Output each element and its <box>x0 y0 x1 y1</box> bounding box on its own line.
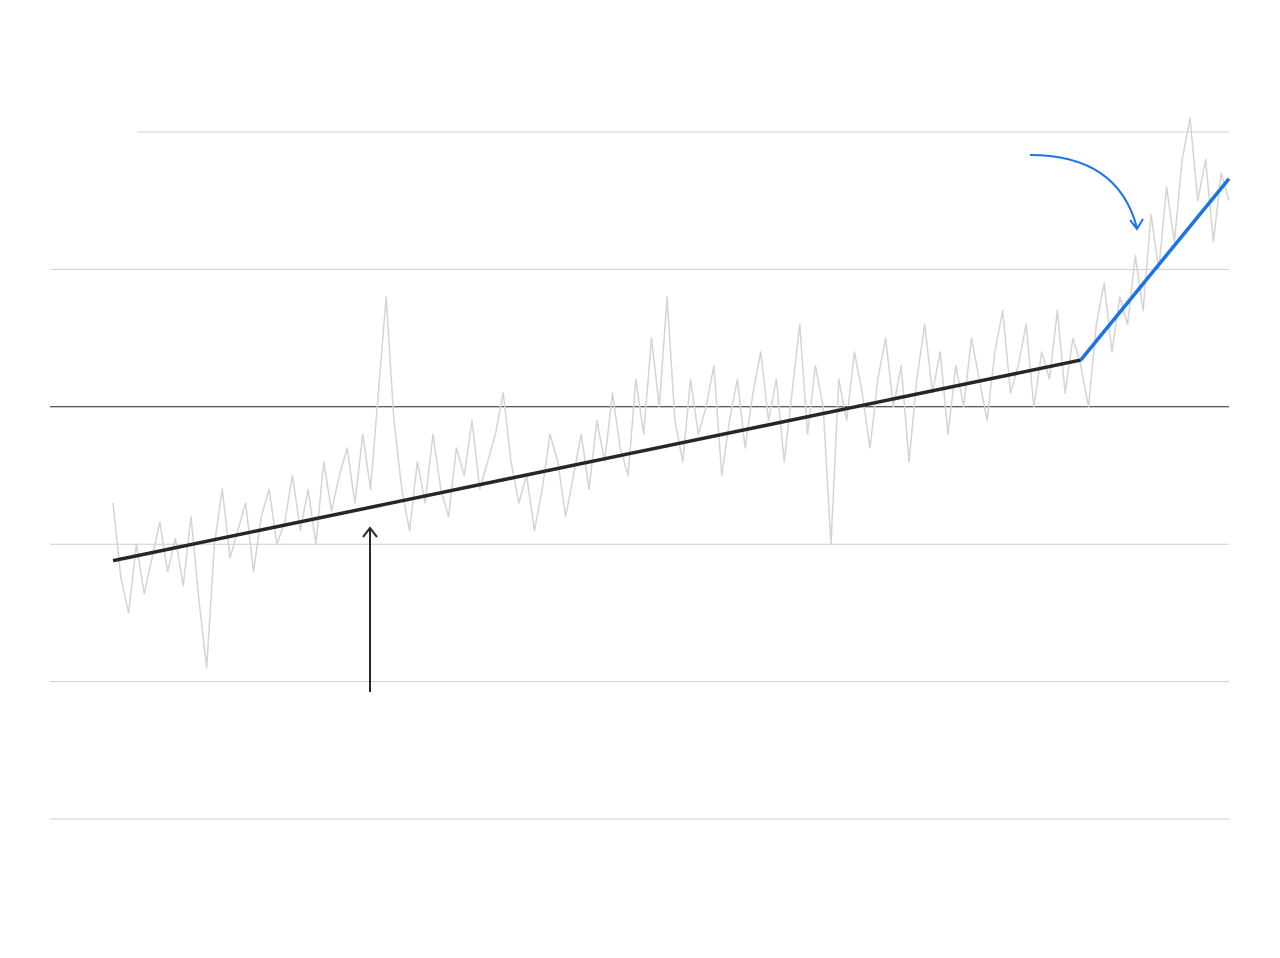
trend-line <box>112 358 1082 563</box>
data-line <box>112 117 1230 669</box>
annotation-arrow <box>1029 154 1138 229</box>
plot-area <box>112 117 1231 669</box>
annotations <box>362 154 1144 692</box>
arrow-head <box>362 526 378 538</box>
arrow-head <box>1129 218 1144 231</box>
trend-line <box>1079 177 1231 362</box>
grid <box>50 131 1229 820</box>
